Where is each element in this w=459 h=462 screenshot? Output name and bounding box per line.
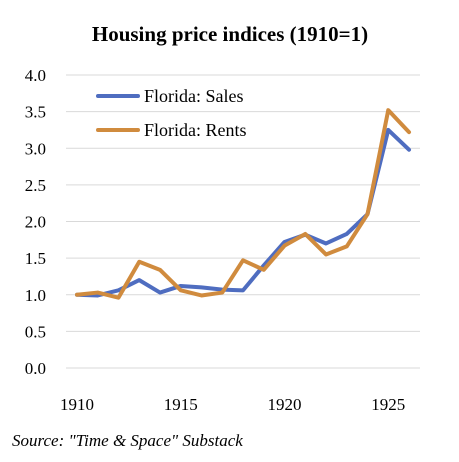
- y-tick-label: 3.0: [25, 139, 46, 158]
- x-tick-label: 1925: [371, 395, 405, 414]
- y-tick-label: 2.0: [25, 213, 46, 232]
- series-line-0: [75, 127, 411, 298]
- gridlines: [66, 74, 420, 369]
- x-tick-label: 1920: [268, 395, 302, 414]
- series-line-1: [75, 108, 411, 300]
- y-tick-label: 1.0: [25, 286, 46, 305]
- legend: Florida: Sales Florida: Rents: [96, 86, 247, 140]
- source-note: Source: "Time & Space" Substack: [12, 431, 243, 450]
- y-tick-label: 0.0: [25, 359, 46, 378]
- chart-title: Housing price indices (1910=1): [92, 22, 368, 46]
- x-axis-ticks: 1910 1915 1920 1925: [60, 395, 405, 414]
- x-tick-label: 1910: [60, 395, 94, 414]
- legend-label: Florida: Rents: [144, 120, 247, 140]
- y-tick-label: 4.0: [25, 66, 46, 85]
- series-lines: [75, 108, 411, 300]
- y-tick-label: 2.5: [25, 176, 46, 195]
- y-tick-label: 0.5: [25, 322, 46, 341]
- x-tick-label: 1915: [164, 395, 198, 414]
- y-axis-ticks: 0.0 0.5 1.0 1.5 2.0 2.5 3.0 3.5 4.0: [25, 66, 46, 378]
- y-tick-label: 3.5: [25, 103, 46, 122]
- y-tick-label: 1.5: [25, 249, 46, 268]
- legend-label: Florida: Sales: [144, 86, 244, 106]
